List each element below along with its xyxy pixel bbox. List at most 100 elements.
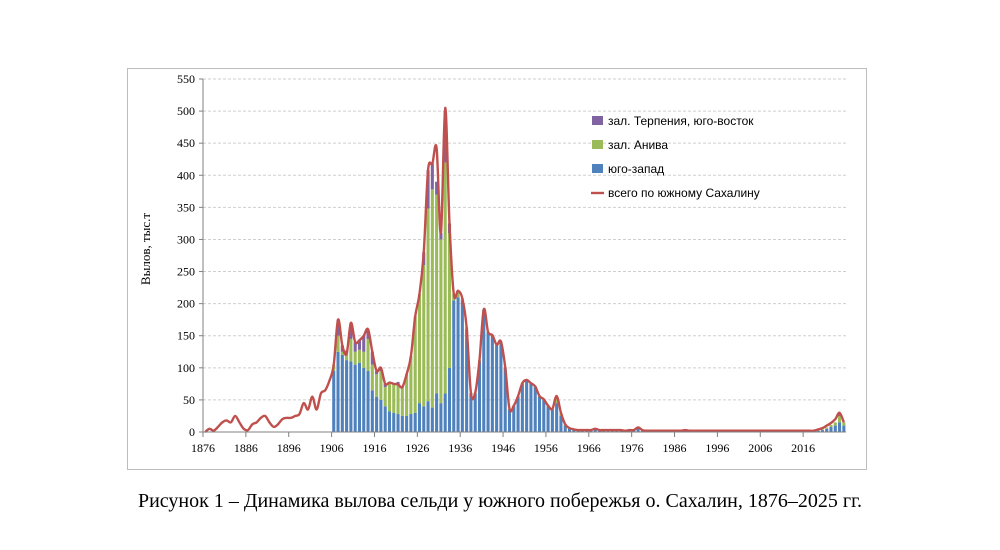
bar-southwest-1963 (576, 430, 580, 432)
bar-terpeniya-1911 (353, 342, 357, 352)
bar-terpeniya-1915 (370, 351, 374, 365)
bar-southwest-1958 (555, 403, 559, 432)
bar-southwest-1921 (396, 414, 400, 432)
x-tick-label-1906: 1906 (320, 441, 344, 455)
bar-southwest-1948 (512, 406, 516, 432)
bar-southwest-1922 (400, 415, 404, 432)
x-tick-label-1976: 1976 (620, 441, 644, 455)
y-tick-label-250: 250 (177, 265, 195, 279)
bar-aniva-1919 (387, 382, 392, 412)
bar-southwest-1962 (572, 430, 576, 432)
bar-aniva-1917 (379, 371, 383, 400)
bar-southwest-2021 (825, 428, 829, 432)
bar-southwest-1936 (460, 300, 464, 432)
bar-southwest-1938 (469, 393, 473, 432)
bar-aniva-1933 (447, 233, 452, 368)
y-axis-label: Вылов, тыс.т (138, 213, 153, 285)
bar-southwest-1915 (370, 390, 374, 432)
bar-southwest-1927 (422, 406, 426, 432)
bar-terpeniya-1929 (430, 163, 434, 190)
bar-southwest-1971 (610, 430, 614, 432)
bar-southwest-1917 (379, 399, 383, 432)
x-tick-label-1916: 1916 (362, 441, 386, 455)
y-tick-label-400: 400 (177, 168, 195, 182)
y-tick-label-200: 200 (177, 297, 195, 311)
bar-southwest-1913 (362, 367, 366, 432)
bar-aniva-1908 (340, 351, 344, 355)
bar-southwest-2019 (816, 430, 820, 432)
y-tick-label-100: 100 (177, 361, 195, 375)
bar-southwest-1973 (619, 430, 623, 432)
bar-southwest-1933 (447, 367, 452, 432)
bar-southwest-1937 (465, 329, 469, 432)
bar-southwest-1968 (597, 430, 602, 432)
bar-southwest-1906 (332, 371, 336, 432)
bar-southwest-1914 (366, 371, 370, 432)
bar-aniva-1907 (336, 335, 340, 352)
bar-aniva-1925 (413, 316, 417, 413)
bar-southwest-1946 (503, 367, 507, 432)
bar-aniva-1921 (396, 385, 400, 415)
x-tick-label-1896: 1896 (277, 441, 301, 455)
bar-terpeniya-1928 (426, 170, 430, 209)
bar-southwest-1976 (632, 430, 636, 432)
bar-aniva-1916 (375, 374, 379, 397)
bar-southwest-1920 (392, 412, 396, 432)
bar-southwest-1916 (375, 396, 379, 432)
legend-label-southwest: юго-запад (608, 162, 664, 176)
bar-southwest-1953 (533, 387, 537, 432)
bar-southwest-1961 (567, 428, 572, 432)
bar-southwest-1964 (580, 430, 584, 432)
y-tick-label-300: 300 (177, 232, 195, 246)
bar-southwest-1966 (589, 430, 593, 432)
bar-aniva-2020 (820, 429, 824, 431)
bars (332, 111, 846, 432)
bar-terpeniya-1930 (435, 181, 439, 195)
bar-southwest-1926 (417, 403, 422, 432)
y-tick-label-0: 0 (189, 425, 195, 439)
bar-southwest-2024 (838, 422, 842, 432)
bar-aniva-1922 (400, 387, 404, 416)
chart-frame: 0 50 100 150 200 250 300 350 400 450 500 550 1876 18… (127, 68, 867, 470)
legend-swatch-southwest (592, 164, 603, 173)
bar-aniva-1923 (405, 374, 409, 416)
bar-southwest-1907 (336, 351, 340, 432)
bar-southwest-1967 (593, 429, 597, 432)
bar-southwest-1988 (683, 430, 687, 432)
bar-southwest-1939 (473, 393, 477, 432)
bar-aniva-1918 (383, 387, 387, 407)
legend-label-total: всего по южному Сахалину (608, 186, 760, 200)
bar-southwest-1935 (456, 297, 460, 432)
bar-southwest-1969 (602, 430, 606, 432)
bar-aniva-2022 (829, 424, 833, 427)
legend: зал. Терпения, юго-восток зал. Анива юго-з… (591, 114, 760, 200)
x-tick-label-1956: 1956 (534, 441, 558, 455)
bar-southwest-1942 (486, 332, 490, 432)
bar-southwest-1909 (345, 360, 349, 432)
bar-southwest-1928 (426, 401, 430, 432)
bar-aniva-1929 (430, 189, 434, 408)
bar-southwest-1908 (340, 354, 344, 432)
bar-terpeniya-1912 (357, 340, 362, 350)
bar-southwest-2025 (842, 425, 846, 432)
x-tick-label-1946: 1946 (491, 441, 515, 455)
bar-terpeniya-1914 (366, 329, 370, 339)
bar-aniva-1913 (362, 351, 366, 368)
bar-southwest-2023 (833, 425, 837, 432)
bar-aniva-1915 (370, 364, 374, 391)
bar-southwest-1977 (636, 428, 640, 432)
bar-southwest-1919 (387, 411, 392, 432)
bar-aniva-1926 (417, 294, 422, 404)
bar-aniva-1931 (439, 239, 443, 404)
x-tick-label-1876: 1876 (191, 441, 215, 455)
bar-aniva-1920 (392, 383, 396, 413)
x-tick-label-1886: 1886 (234, 441, 258, 455)
bar-southwest-1925 (413, 412, 417, 432)
bar-aniva-1914 (366, 338, 370, 372)
bar-terpeniya-1931 (439, 233, 443, 240)
bar-southwest-1918 (383, 406, 387, 432)
y-tick-label-500: 500 (177, 104, 195, 118)
legend-label-aniva: зал. Анива (608, 138, 668, 152)
bar-southwest-1954 (537, 396, 542, 432)
x-tick-label-1936: 1936 (448, 441, 472, 455)
